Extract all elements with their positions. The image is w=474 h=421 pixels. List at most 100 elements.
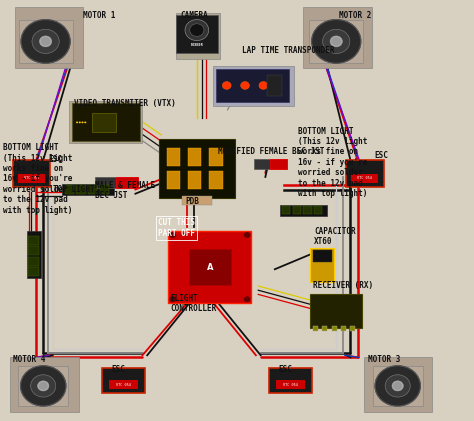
Bar	[310, 248, 334, 282]
Circle shape	[222, 82, 231, 89]
Text: MOTOR 2: MOTOR 2	[338, 11, 371, 20]
Circle shape	[169, 232, 176, 238]
Bar	[166, 171, 180, 189]
Bar	[159, 139, 235, 198]
Circle shape	[32, 29, 59, 53]
Bar	[28, 246, 39, 256]
Circle shape	[392, 381, 403, 391]
Bar	[18, 174, 45, 183]
Bar	[269, 368, 312, 393]
Bar	[280, 205, 327, 216]
Bar	[332, 326, 337, 331]
Text: CAMERA: CAMERA	[180, 11, 208, 20]
Text: BOTTOM LIGHT
(This 12v light
works fine on
16v - if you're
worried solder
to the: BOTTOM LIGHT (This 12v light works fine …	[3, 143, 73, 215]
Bar	[188, 171, 201, 189]
Circle shape	[21, 20, 70, 63]
Bar	[309, 20, 363, 63]
Bar	[72, 104, 140, 141]
Text: FLIGHT
CONTROLLER: FLIGHT CONTROLLER	[171, 294, 217, 313]
Bar	[15, 7, 83, 68]
Text: TOP LIGHT: TOP LIGHT	[53, 185, 94, 194]
Bar	[322, 326, 328, 331]
Bar	[88, 185, 98, 194]
Text: VTC 054: VTC 054	[283, 383, 298, 387]
Text: MOTOR 4: MOTOR 4	[12, 354, 45, 364]
Circle shape	[20, 366, 66, 406]
Text: MALE & FEMALE
BEC JST: MALE & FEMALE BEC JST	[95, 181, 155, 200]
Bar	[28, 257, 39, 266]
Bar	[92, 113, 116, 132]
Bar	[209, 148, 222, 165]
Circle shape	[312, 20, 361, 63]
Circle shape	[31, 375, 56, 397]
Bar	[310, 294, 362, 328]
Bar	[341, 326, 346, 331]
Circle shape	[31, 375, 56, 397]
Text: LAP TIME TRANSPONDER: LAP TIME TRANSPONDER	[242, 46, 334, 55]
Bar	[209, 171, 222, 189]
Bar	[292, 206, 301, 214]
Bar	[109, 381, 138, 389]
Text: RECEIVER (RX): RECEIVER (RX)	[313, 281, 373, 290]
Bar	[62, 184, 114, 195]
Bar	[313, 326, 318, 331]
Circle shape	[84, 122, 86, 123]
Bar	[303, 206, 312, 214]
Circle shape	[312, 20, 361, 63]
Bar	[168, 232, 251, 303]
Text: PDB: PDB	[185, 197, 199, 206]
Text: MOTOR 3: MOTOR 3	[368, 354, 401, 364]
Bar	[95, 176, 138, 188]
Text: CUT THIS
PART OFF: CUT THIS PART OFF	[158, 218, 195, 238]
Bar	[351, 174, 378, 183]
Circle shape	[330, 36, 342, 47]
Bar	[18, 366, 68, 406]
Bar	[166, 148, 180, 165]
Bar	[27, 232, 41, 277]
Text: MODIFIED FEMALE BEC JST: MODIFIED FEMALE BEC JST	[218, 147, 325, 156]
Bar	[364, 357, 432, 412]
Circle shape	[375, 366, 420, 406]
Text: CAPACITOR
XT60: CAPACITOR XT60	[314, 227, 356, 246]
Bar	[275, 381, 305, 389]
Bar	[350, 326, 356, 331]
Bar	[373, 366, 423, 406]
Text: VIDEO TRANSMITER (VTX): VIDEO TRANSMITER (VTX)	[74, 99, 176, 108]
Circle shape	[82, 122, 83, 123]
Bar	[346, 160, 383, 187]
Text: VTC 054: VTC 054	[357, 176, 372, 181]
Circle shape	[323, 29, 350, 53]
Text: ESC: ESC	[279, 365, 292, 374]
Circle shape	[241, 82, 249, 89]
Bar	[267, 75, 282, 96]
Circle shape	[392, 381, 403, 390]
Circle shape	[190, 24, 204, 36]
Bar	[12, 160, 50, 187]
Circle shape	[21, 20, 70, 63]
Text: MOTOR 1: MOTOR 1	[83, 11, 116, 20]
Circle shape	[331, 37, 342, 46]
Bar	[18, 20, 73, 63]
Bar	[69, 101, 143, 144]
Circle shape	[385, 375, 410, 397]
Text: ESC: ESC	[48, 155, 62, 164]
Circle shape	[185, 20, 209, 40]
Bar	[270, 159, 287, 168]
Text: ESC: ESC	[112, 365, 126, 374]
Bar	[10, 357, 79, 412]
Circle shape	[169, 296, 176, 302]
Bar	[117, 176, 138, 188]
Circle shape	[32, 29, 59, 53]
Circle shape	[76, 122, 78, 123]
Bar	[189, 249, 230, 285]
Bar	[216, 69, 289, 102]
Bar	[65, 185, 74, 194]
Bar	[303, 7, 372, 68]
Text: FOXEER: FOXEER	[191, 43, 203, 47]
Bar	[102, 368, 145, 393]
Bar	[313, 250, 331, 262]
Text: VTC 054: VTC 054	[116, 383, 131, 387]
Bar	[254, 159, 287, 168]
Bar	[213, 66, 294, 106]
Circle shape	[79, 122, 81, 123]
